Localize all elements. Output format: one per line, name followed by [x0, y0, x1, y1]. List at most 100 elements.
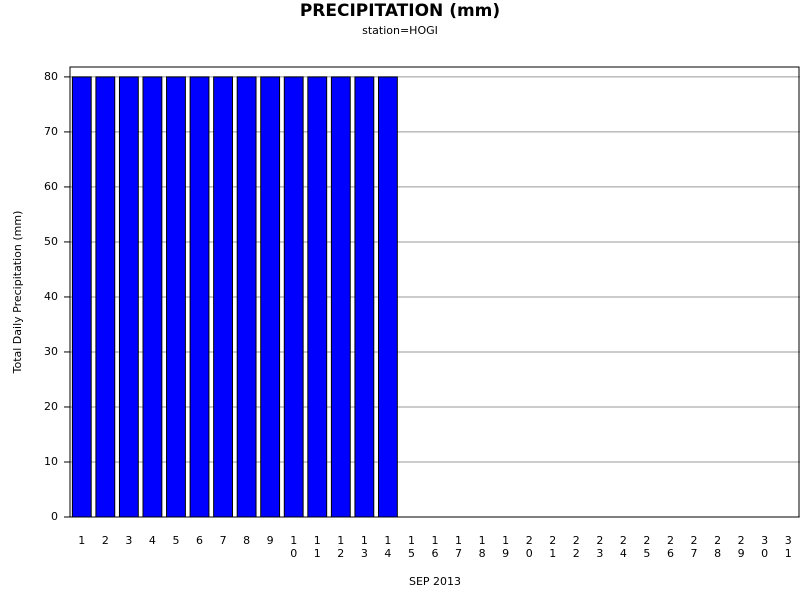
x-tick-char: 7: [691, 547, 698, 560]
x-tick-char: 2: [691, 534, 698, 547]
x-tick-char: 1: [479, 534, 486, 547]
x-tick-char: 1: [384, 534, 391, 547]
bar: [71, 76, 92, 518]
x-tick-label: 5: [172, 534, 179, 547]
y-axis-label: Total Daily Precipitation (mm): [11, 211, 24, 375]
y-tick-label: 60: [44, 180, 58, 193]
x-tick-char: 0: [526, 547, 533, 560]
x-tick-char: 8: [243, 534, 250, 547]
y-tick-label: 20: [44, 400, 58, 413]
chart-title: PRECIPITATION (mm): [300, 1, 500, 21]
y-tick-label: 50: [44, 235, 58, 248]
y-tick-label: 10: [44, 455, 58, 468]
x-tick-char: 2: [714, 534, 721, 547]
x-tick-char: 1: [455, 534, 462, 547]
bar: [354, 76, 375, 518]
x-tick-char: 2: [337, 547, 344, 560]
y-tick-label: 80: [44, 70, 58, 83]
x-tick-char: 8: [479, 547, 486, 560]
x-tick-char: 7: [455, 547, 462, 560]
x-tick-char: 2: [549, 534, 556, 547]
x-tick-char: 2: [738, 534, 745, 547]
x-tick-char: 9: [738, 547, 745, 560]
x-tick-char: 0: [290, 547, 297, 560]
y-tick-label: 40: [44, 290, 58, 303]
x-tick-char: 5: [643, 547, 650, 560]
x-tick-label: 9: [267, 534, 274, 547]
bar: [189, 76, 210, 518]
y-tick-label: 30: [44, 345, 58, 358]
x-tick-label: 1: [78, 534, 85, 547]
x-tick-char: 1: [502, 534, 509, 547]
bar: [283, 76, 304, 518]
x-tick-char: 4: [149, 534, 156, 547]
x-tick-label: 3: [125, 534, 132, 547]
x-tick-char: 2: [102, 534, 109, 547]
x-tick-char: 1: [314, 534, 321, 547]
x-tick-char: 1: [337, 534, 344, 547]
chart-subtitle: station=HOGI: [362, 24, 438, 37]
x-tick-label: 6: [196, 534, 203, 547]
bar: [330, 76, 351, 518]
x-tick-char: 9: [502, 547, 509, 560]
x-tick-char: 9: [267, 534, 274, 547]
x-tick-char: 6: [432, 547, 439, 560]
x-tick-char: 2: [667, 534, 674, 547]
x-tick-char: 3: [361, 547, 368, 560]
x-tick-char: 1: [432, 534, 439, 547]
x-tick-char: 1: [408, 534, 415, 547]
x-tick-char: 1: [361, 534, 368, 547]
bar: [260, 76, 281, 518]
x-axis-label: SEP 2013: [409, 575, 461, 588]
x-tick-char: 5: [408, 547, 415, 560]
x-tick-char: 1: [290, 534, 297, 547]
x-tick-label: 4: [149, 534, 156, 547]
x-tick-char: 2: [643, 534, 650, 547]
x-tick-char: 1: [785, 547, 792, 560]
bar: [307, 76, 328, 518]
x-tick-char: 0: [761, 547, 768, 560]
x-tick-char: 6: [667, 547, 674, 560]
x-tick-char: 6: [196, 534, 203, 547]
x-tick-char: 2: [526, 534, 533, 547]
x-tick-char: 3: [761, 534, 768, 547]
bar: [377, 76, 398, 518]
x-tick-char: 3: [125, 534, 132, 547]
plot-frame: [69, 66, 800, 518]
x-tick-char: 1: [549, 547, 556, 560]
bar: [213, 76, 233, 518]
x-tick-char: 1: [78, 534, 85, 547]
x-tick-char: 4: [384, 547, 391, 560]
bar: [236, 76, 257, 518]
x-tick-char: 2: [573, 534, 580, 547]
x-tick-label: 7: [220, 534, 227, 547]
x-tick-char: 2: [573, 547, 580, 560]
y-tick-label: 70: [44, 125, 58, 138]
x-tick-char: 2: [620, 534, 627, 547]
x-tick-char: 3: [785, 534, 792, 547]
x-tick-char: 1: [314, 547, 321, 560]
x-tick-char: 2: [596, 534, 603, 547]
